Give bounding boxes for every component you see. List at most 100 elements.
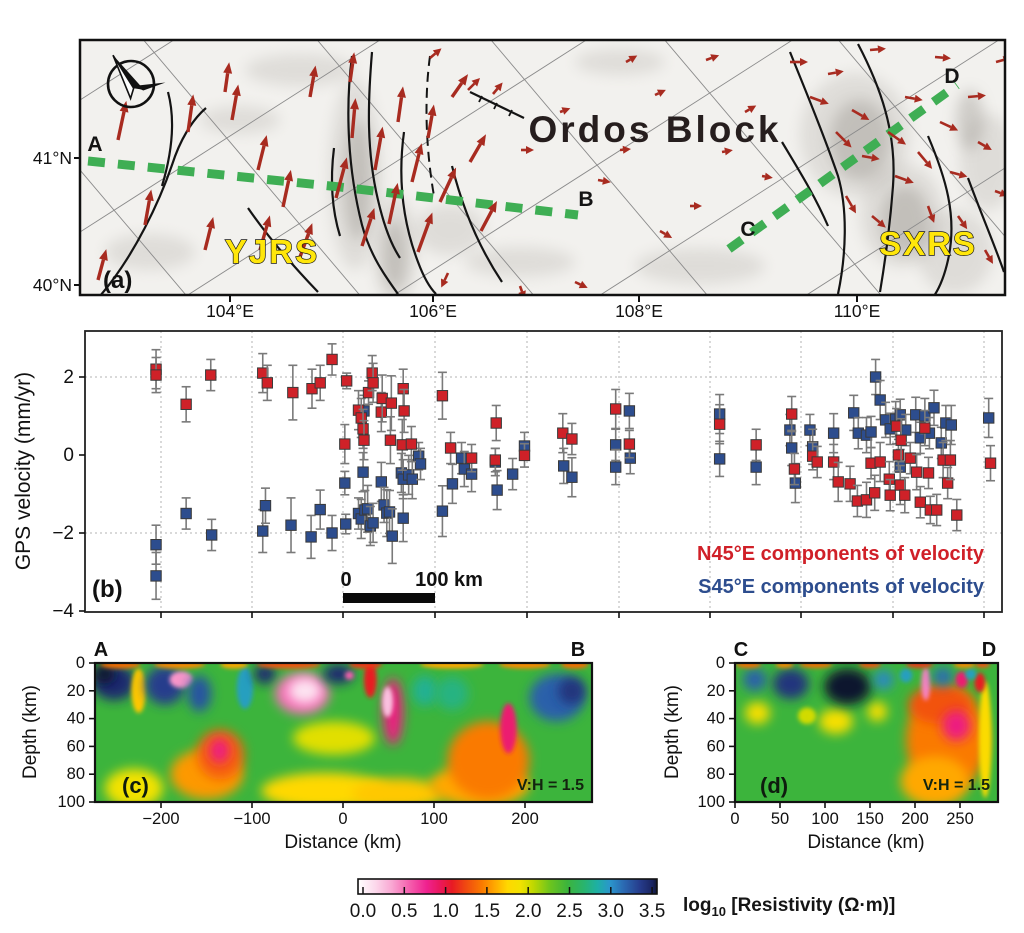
resistivity-anomaly [293,721,375,755]
resistivity-heatmap-ab [95,663,592,802]
gps-scatter-point [455,452,468,464]
gps-scatter-point [405,438,418,450]
fault-hachure [478,95,483,103]
colorbar-label-log: log [683,895,712,916]
gps-scatter-point [257,367,269,379]
resistivity-anomaly [256,663,321,669]
gps-vector-arrow [977,140,992,150]
gps-scatter-point [339,438,351,450]
colorbar-tick-label: 0.0 [350,901,376,922]
gps-scatter-point [566,471,578,483]
section-ab-depth-label: Depth (km) [20,685,41,779]
gps-vector-arrow [926,205,936,223]
y-tick-label: −2 [52,523,74,544]
graticule-line [393,40,794,295]
resistivity-anomaly [873,669,894,690]
scale-bar-start: 0 [340,569,351,591]
gps-vector-arrow [223,62,233,93]
gps-scatter-point [465,452,478,464]
gps-scatter-point [357,423,369,435]
gps-scatter-point [285,519,297,531]
gps-scatter-point [340,518,352,530]
gps-scatter-point [414,458,427,470]
gps-scatter-point [397,512,409,524]
map-lat-label: 41°N [33,148,72,168]
terrain-shading [917,210,993,294]
resistivity-anomaly [288,678,322,704]
gps-vector-arrow [597,176,611,185]
gps-scatter-point [384,434,397,446]
terrain-shading-dark [956,90,984,150]
resistivity-anomaly [978,681,992,798]
gps-scatter-point [436,505,449,517]
distance-tick-label: −200 [142,810,179,828]
resistivity-anomaly [744,701,771,725]
gps-scatter-point [366,367,378,379]
panel-a-label: (a) [103,267,132,294]
gps-scatter-point [306,383,318,395]
gps-vector-arrow [281,169,294,208]
gps-scatter-point [750,461,762,473]
terrain-shading [465,247,575,277]
resistivity-anomaly [220,663,248,669]
section-cd-border [733,661,1000,804]
colorbar-ticks: 0.0 0.5 1.0 1.5 2.0 2.5 3.0 3.5 [350,887,665,922]
resistivity-anomaly [900,756,969,802]
gps-vector-arrow [230,84,241,121]
graticule-line [664,40,882,295]
gps-scatter-point [890,420,903,432]
gps-vector-arrow [809,95,829,105]
resistivity-anomaly [344,671,354,680]
section-cd-distance-label: Distance (km) [807,832,924,853]
distance-tick-label: 0 [338,810,347,828]
resistivity-colorbar: 0.0 0.5 1.0 1.5 2.0 2.5 3.0 3.5 log10 [Resistiv… [350,878,895,922]
depth-tick-label: 60 [67,737,85,755]
colorbar-label: log10 [Resistivity (Ω·m)] [683,895,895,919]
resistivity-anomaly [95,664,115,684]
colorbar-tick-label: 3.5 [639,901,665,922]
plot-border [84,330,1003,613]
gps-vector-arrow [308,65,319,98]
profile-endpoint-a: A [87,133,102,156]
gps-vector-arrow [894,174,914,184]
resistivity-anomaly [187,675,212,712]
plot-gridlines [85,331,1002,612]
scale-bar-end: 100 km [415,569,483,591]
depth-tick-label: 100 [697,793,725,811]
gps-vector-arrow [934,53,951,62]
y-tick-label: 2 [63,367,74,388]
resistivity-anomaly [499,663,551,669]
gps-scatter-point [257,525,269,537]
gps-scatter-point [287,386,299,399]
colorbar-tick-label: 2.0 [515,901,541,922]
graticule-grid-lines [80,40,1005,295]
section-cd-right-label: D [982,639,996,661]
gps-scatter-point [865,426,877,438]
gps-vector-arrow [143,189,154,226]
gps-vector-arrow [396,86,406,123]
resistivity-anomaly [254,664,276,684]
gps-scatter-point [375,406,388,418]
resistivity-section-ab: 0 20 40 60 80 100 −200 −100 0 100 200 A B (c) V:H … [20,639,594,853]
resistivity-anomaly [974,672,986,693]
gps-vector-arrow [744,105,757,114]
depth-tick-label: 0 [76,654,85,672]
graticule-line [80,40,381,233]
colorbar-tick-label: 2.5 [556,901,582,922]
gps-scatter-point [914,496,926,508]
gps-scatter-point [623,405,636,417]
resistivity-section-cd: 0 20 40 60 80 100 0 50 100 150 200 250 C D (d) V:H … [662,639,1000,853]
resistivity-anomaly [412,675,438,707]
gps-vector-arrow [761,172,773,181]
gps-scatter-point [436,390,449,402]
gps-scatter-point [899,489,911,501]
depth-tick-label: 40 [67,710,85,728]
gps-scatter-point [786,442,798,454]
distance-tick-label: 200 [511,810,539,828]
gps-scatter-point [944,454,957,466]
fault-line [400,131,437,295]
gps-y-axis-label: GPS velocity (mm/yr) [12,372,35,570]
gps-scatter-point [848,407,860,419]
legend-n45e: N45°E components of velocity [697,543,985,565]
resistivity-anomaly [735,663,762,668]
